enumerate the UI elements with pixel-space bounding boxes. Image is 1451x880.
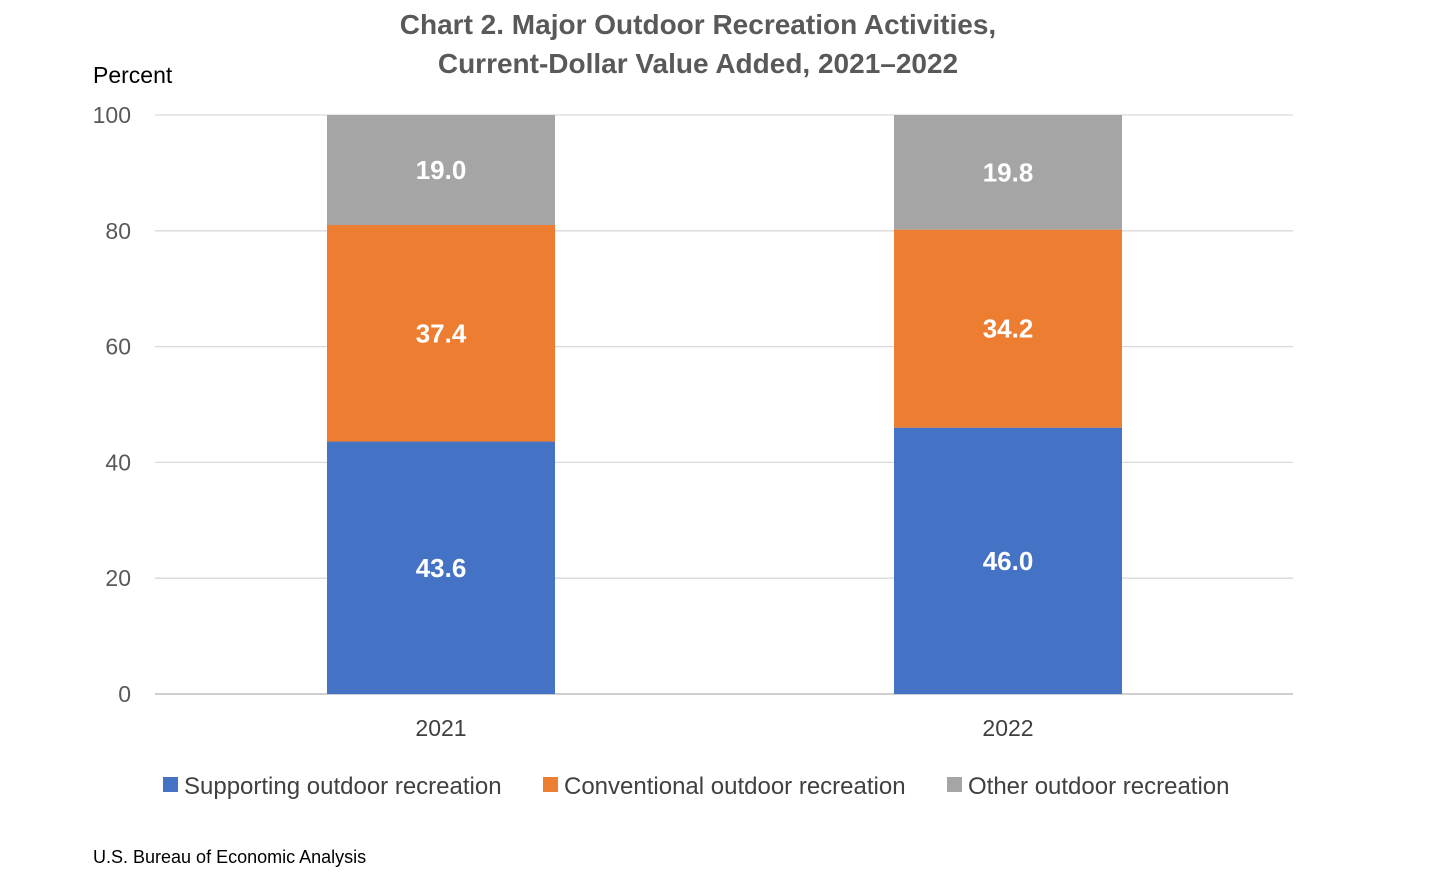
y-tick-label: 40 xyxy=(105,449,131,475)
bar-segment xyxy=(327,115,555,226)
chart-subtitle: Current-Dollar Value Added, 2021–2022 xyxy=(438,48,958,79)
bar-segment xyxy=(327,225,555,442)
bar-segment xyxy=(894,115,1122,230)
y-tick-label: 0 xyxy=(118,681,131,707)
y-tick-label: 60 xyxy=(105,334,131,360)
x-tick-label: 2022 xyxy=(982,715,1033,741)
data-label: 34.2 xyxy=(983,314,1034,344)
legend-label: Conventional outdoor recreation xyxy=(564,773,906,800)
y-tick-label: 20 xyxy=(105,565,131,591)
x-axis-ticks: 2021 2022 xyxy=(415,715,1033,741)
source-note: U.S. Bureau of Economic Analysis xyxy=(93,847,366,867)
legend-swatch xyxy=(163,777,178,792)
legend-swatch xyxy=(947,777,962,792)
gridlines xyxy=(155,114,1293,695)
bar-segment xyxy=(327,441,555,694)
data-label: 37.4 xyxy=(416,318,467,348)
legend: Supporting outdoor recreation Conventiona… xyxy=(163,773,1229,800)
data-label: 19.8 xyxy=(983,157,1034,187)
y-axis-label: Percent xyxy=(93,62,173,88)
bars xyxy=(327,115,1122,694)
data-label: 46.0 xyxy=(983,546,1034,576)
data-label: 43.6 xyxy=(416,553,467,583)
bar-segment xyxy=(894,427,1122,694)
legend-label: Supporting outdoor recreation xyxy=(184,773,502,800)
x-tick-label: 2021 xyxy=(415,715,466,741)
data-label: 19.0 xyxy=(416,155,467,185)
y-tick-label: 80 xyxy=(105,218,131,244)
chart-title: Chart 2. Major Outdoor Recreation Activi… xyxy=(400,9,996,40)
legend-swatch xyxy=(543,777,558,792)
y-tick-label: 100 xyxy=(93,102,131,128)
data-labels: 43.6 37.4 19.0 46.0 34.2 19.8 xyxy=(416,155,1034,583)
bar-segment xyxy=(894,229,1122,428)
legend-label: Other outdoor recreation xyxy=(968,773,1229,800)
y-axis-ticks: 0 20 40 60 80 100 xyxy=(93,102,131,707)
